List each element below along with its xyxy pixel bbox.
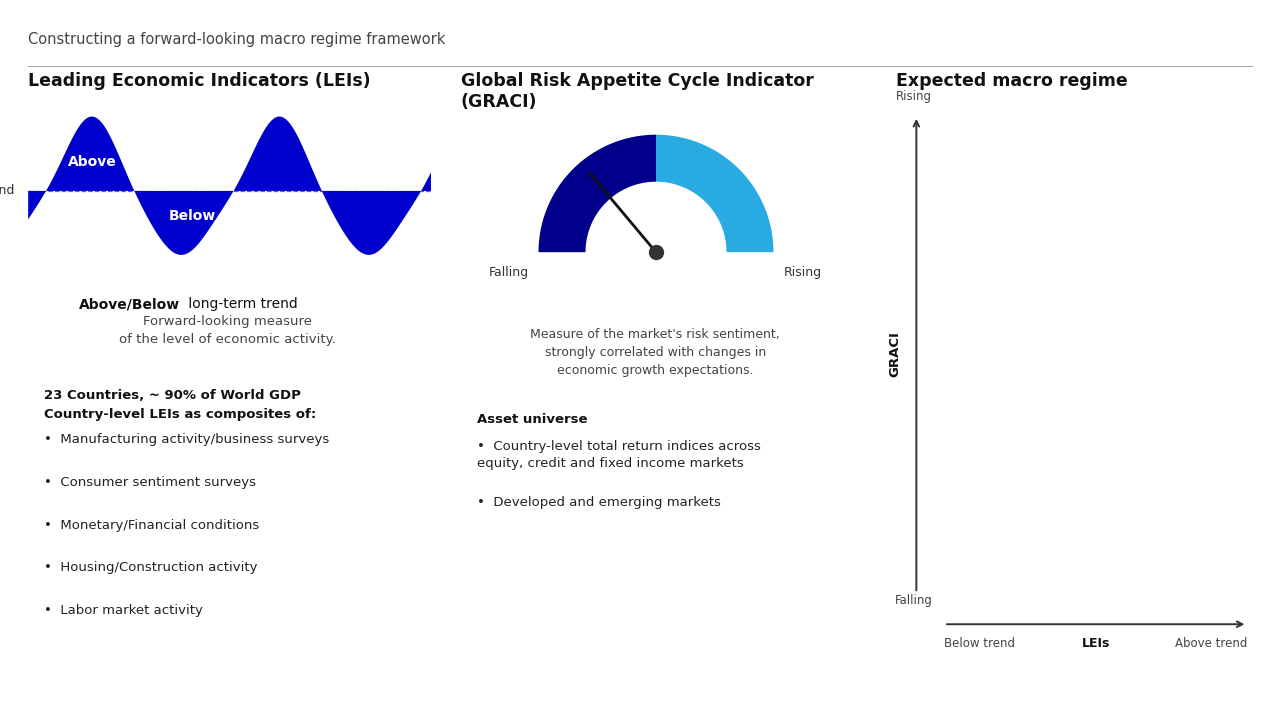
Text: Below trend: Below trend	[945, 637, 1015, 650]
Text: LEI above trend
GRACI rising: LEI above trend GRACI rising	[1129, 269, 1228, 300]
Text: LEI below trend
GRACI falling: LEI below trend GRACI falling	[965, 525, 1061, 556]
Text: Expansion: Expansion	[1134, 194, 1222, 209]
Text: Forward-looking measure
of the level of economic activity.: Forward-looking measure of the level of …	[119, 315, 337, 346]
Text: •  Monetary/Financial conditions: • Monetary/Financial conditions	[45, 518, 260, 531]
Text: •  Country-level total return indices across
equity, credit and fixed income mar: • Country-level total return indices acr…	[476, 440, 760, 470]
Polygon shape	[657, 135, 773, 252]
Text: GRACI: GRACI	[888, 331, 901, 377]
Text: •  Developed and emerging markets: • Developed and emerging markets	[476, 496, 721, 509]
Text: Recovery: Recovery	[973, 194, 1053, 209]
Text: Constructing a forward-looking macro regime framework: Constructing a forward-looking macro reg…	[28, 32, 445, 48]
Text: •  Housing/Construction activity: • Housing/Construction activity	[45, 562, 257, 575]
Text: Global Risk Appetite Cycle Indicator
(GRACI): Global Risk Appetite Cycle Indicator (GR…	[461, 72, 814, 111]
Text: Slowdown: Slowdown	[1135, 450, 1221, 465]
Text: Measure of the market's risk sentiment,
strongly correlated with changes in
econ: Measure of the market's risk sentiment, …	[530, 328, 781, 377]
Text: Below: Below	[169, 209, 216, 222]
Text: long-term trend: long-term trend	[184, 297, 298, 311]
Text: LEI below trend
GRACI rising: LEI below trend GRACI rising	[965, 269, 1061, 300]
Text: •  Labor market activity: • Labor market activity	[45, 604, 204, 617]
Text: LEI above trend
GRACI falling: LEI above trend GRACI falling	[1129, 525, 1228, 556]
Text: Above: Above	[68, 155, 116, 168]
Text: Rising: Rising	[783, 266, 822, 279]
Text: Country-level LEIs as composites of:: Country-level LEIs as composites of:	[45, 408, 316, 420]
Text: Expected macro regime: Expected macro regime	[896, 72, 1128, 90]
Text: 23 Countries, ~ 90% of World GDP: 23 Countries, ~ 90% of World GDP	[45, 389, 301, 402]
Text: Trend: Trend	[0, 184, 15, 197]
Text: LEIs: LEIs	[1082, 637, 1110, 650]
Text: Falling: Falling	[895, 595, 933, 608]
Polygon shape	[539, 135, 657, 252]
Text: Above trend: Above trend	[1175, 637, 1247, 650]
Text: Leading Economic Indicators (LEIs): Leading Economic Indicators (LEIs)	[28, 72, 371, 90]
Text: Contraction: Contraction	[963, 450, 1064, 465]
Text: •  Manufacturing activity/business surveys: • Manufacturing activity/business survey…	[45, 433, 329, 446]
Text: Above/Below: Above/Below	[79, 297, 180, 311]
Text: Rising: Rising	[896, 90, 932, 104]
Text: Falling: Falling	[489, 266, 529, 279]
Text: •  Consumer sentiment surveys: • Consumer sentiment surveys	[45, 476, 256, 489]
Text: Asset universe: Asset universe	[476, 413, 588, 426]
